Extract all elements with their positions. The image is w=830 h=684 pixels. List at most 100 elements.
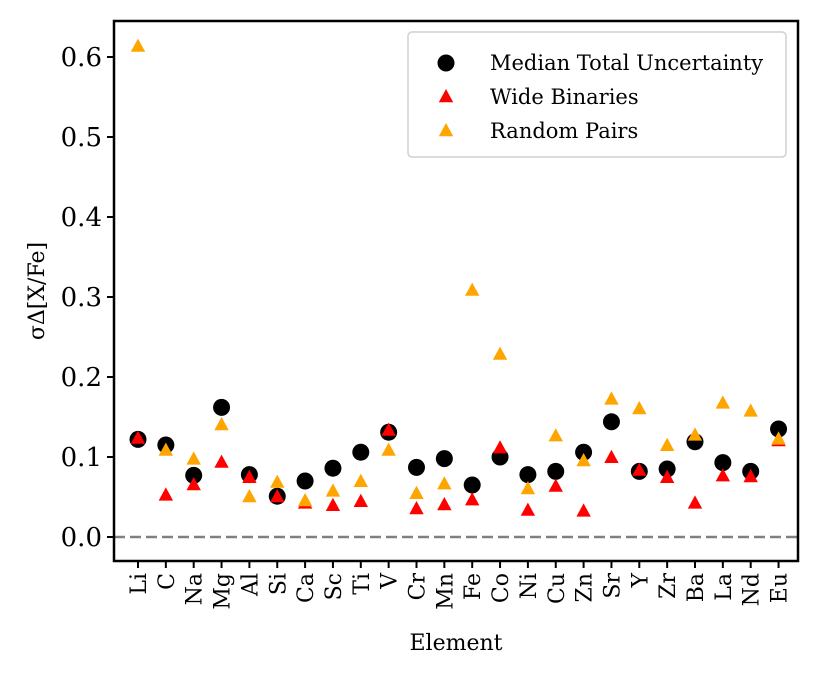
wide-binary-point bbox=[604, 449, 619, 463]
random-pair-point bbox=[186, 451, 201, 465]
median-uncertainty-point bbox=[408, 458, 425, 476]
wide-binary-point bbox=[130, 430, 146, 444]
random-pair-point bbox=[548, 428, 563, 442]
random-pair-point bbox=[409, 485, 424, 499]
x-tick-label: Ti bbox=[350, 573, 375, 595]
series-group bbox=[130, 422, 786, 517]
median-uncertainty-point bbox=[185, 466, 203, 484]
y-tick-label: 0.2 bbox=[61, 363, 102, 393]
x-tick-label: Eu bbox=[768, 573, 793, 603]
median-uncertainty-point bbox=[770, 420, 788, 438]
random-pair-point bbox=[465, 282, 480, 296]
median-uncertainty-point bbox=[463, 476, 481, 494]
median-uncertainty-point bbox=[435, 450, 453, 468]
x-axis: Li C Na Mg Al Si Ca Sc Ti V Cr Mn Fe Co Ni Cu Zn Sr Y Zr Ba L… bbox=[127, 561, 793, 610]
y-tick-label: 0.3 bbox=[61, 283, 102, 313]
random-pair-point bbox=[381, 442, 396, 456]
wide-binary-point bbox=[409, 501, 424, 515]
median-uncertainty-point bbox=[213, 398, 231, 416]
x-tick-label: Na bbox=[183, 573, 208, 605]
legend-marker-circle bbox=[437, 54, 455, 72]
x-tick-label: Ca bbox=[294, 573, 319, 603]
x-tick-label: Ba bbox=[684, 573, 709, 602]
random-pair-point bbox=[687, 427, 703, 441]
random-pair-point bbox=[325, 483, 341, 497]
x-tick-label: Al bbox=[238, 573, 263, 597]
x-tick-label: Mg bbox=[211, 573, 236, 610]
y-tick-label: 0.6 bbox=[61, 43, 102, 73]
plot-frame bbox=[112, 19, 800, 563]
wide-binary-point bbox=[158, 487, 174, 501]
random-pair-point bbox=[492, 346, 508, 360]
series-group bbox=[129, 398, 788, 505]
x-tick-label: V bbox=[378, 572, 403, 590]
x-tick-label: Zr bbox=[656, 573, 681, 599]
legend-marker-triangle bbox=[438, 89, 454, 103]
random-pair-point bbox=[520, 481, 536, 495]
wide-binary-point bbox=[576, 503, 591, 517]
wide-binary-point bbox=[465, 492, 480, 506]
median-uncertainty-point bbox=[602, 413, 620, 431]
random-pair-point bbox=[270, 474, 285, 488]
median-uncertainty-point bbox=[324, 459, 342, 477]
median-uncertainty-point bbox=[296, 472, 314, 490]
random-pair-point bbox=[715, 395, 731, 409]
legend-frame bbox=[407, 31, 787, 158]
data-marks bbox=[129, 38, 788, 517]
random-pair-point bbox=[242, 489, 257, 503]
random-pair-point bbox=[743, 403, 758, 417]
median-uncertainty-point bbox=[352, 443, 370, 461]
x-tick-label: Sc bbox=[322, 573, 347, 600]
x-axis-title: Element bbox=[409, 631, 502, 656]
x-tick-label: Cu bbox=[545, 573, 570, 604]
random-pair-point bbox=[158, 442, 174, 456]
wide-binary-point bbox=[437, 497, 452, 511]
random-pair-point bbox=[604, 391, 619, 405]
x-tick-label: Zn bbox=[573, 573, 598, 602]
wide-binary-point bbox=[520, 502, 536, 516]
x-tick-label: Li bbox=[127, 573, 152, 595]
random-pair-point bbox=[130, 38, 146, 52]
y-axis-title: σΔ[X/Fe] bbox=[25, 242, 50, 340]
wide-binary-point bbox=[632, 462, 647, 476]
wide-binary-point bbox=[548, 478, 563, 492]
x-tick-label: Nd bbox=[740, 573, 765, 606]
x-tick-label: Ni bbox=[517, 573, 542, 599]
legend-marker-triangle bbox=[438, 123, 454, 137]
wide-binary-point bbox=[381, 422, 396, 436]
y-tick-label: 0.0 bbox=[61, 523, 102, 553]
wide-binary-point bbox=[325, 497, 341, 511]
random-pair-point bbox=[576, 453, 591, 467]
random-pair-point bbox=[437, 476, 452, 490]
wide-binary-point bbox=[687, 495, 703, 509]
legend-label: Random Pairs bbox=[490, 119, 638, 143]
random-pair-point bbox=[353, 473, 368, 487]
legend: Median Total Uncertainty Wide Binaries Ran… bbox=[407, 31, 787, 158]
random-pair-point bbox=[632, 401, 647, 415]
random-pair-point bbox=[214, 417, 229, 431]
legend-label: Wide Binaries bbox=[490, 85, 639, 109]
legend-label: Median Total Uncertainty bbox=[490, 51, 763, 75]
median-uncertainty-point bbox=[575, 443, 593, 461]
x-tick-label: Y bbox=[628, 573, 653, 589]
median-uncertainty-point bbox=[714, 454, 732, 472]
wide-binary-point bbox=[743, 469, 758, 483]
y-tick-label: 0.1 bbox=[61, 443, 102, 473]
x-tick-label: Cr bbox=[406, 573, 431, 601]
x-tick-label: Co bbox=[489, 573, 514, 603]
x-tick-label: Fe bbox=[461, 573, 486, 600]
x-tick-label: C bbox=[155, 573, 180, 590]
random-pair-point bbox=[771, 431, 786, 445]
x-tick-label: Si bbox=[266, 573, 291, 595]
wide-binary-point bbox=[715, 468, 731, 482]
x-tick-label: Sr bbox=[600, 573, 625, 599]
y-axis: 0.0 0.1 0.2 0.3 0.4 0.5 0.6 bbox=[61, 43, 114, 553]
random-pair-point bbox=[297, 493, 313, 507]
x-tick-label: Mn bbox=[433, 573, 458, 610]
wide-binary-point bbox=[353, 493, 368, 507]
median-uncertainty-point bbox=[519, 466, 537, 484]
wide-binary-point bbox=[492, 440, 508, 454]
series-group bbox=[130, 38, 786, 507]
median-uncertainty-point bbox=[658, 460, 676, 478]
